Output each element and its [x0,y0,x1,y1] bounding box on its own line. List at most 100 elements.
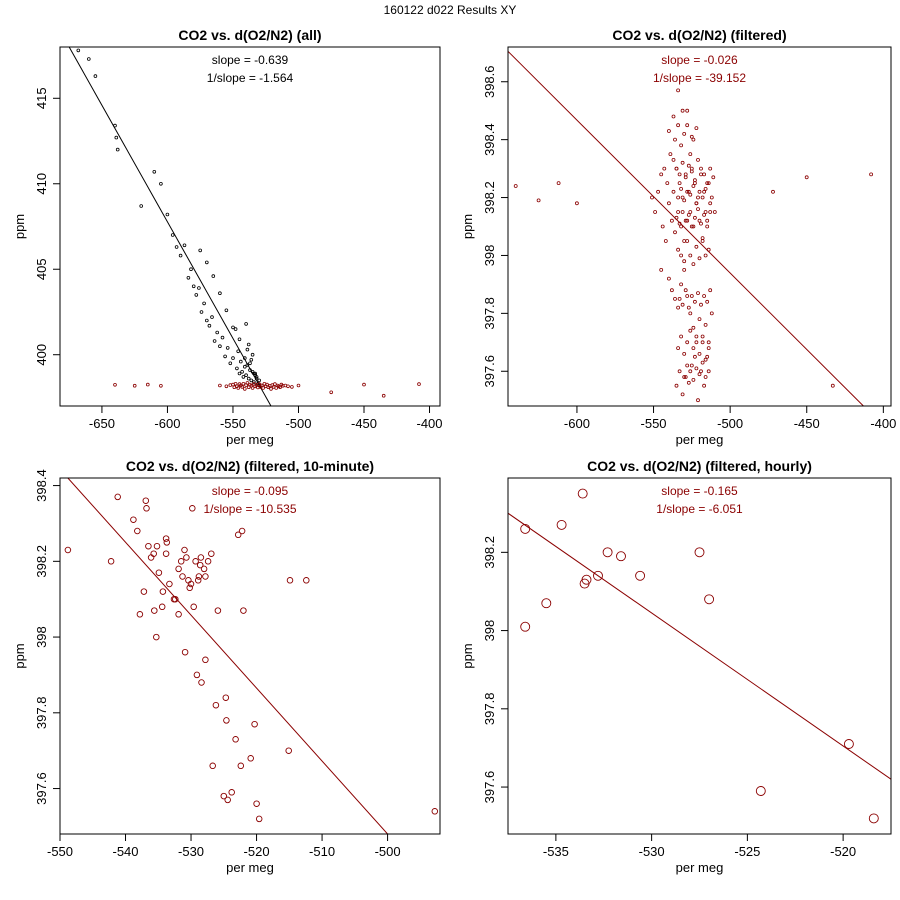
x-tick-label: -450 [794,416,820,431]
y-axis-label: ppm [12,214,27,239]
data-point [155,569,163,576]
y-tick-label: 397.8 [482,297,497,330]
data-point [682,131,687,136]
data-point [240,607,247,614]
data-point [431,808,439,815]
data-point [197,554,205,561]
data-point [804,175,809,180]
data-point [868,813,879,824]
data-point [134,527,141,535]
data-point [64,546,72,554]
data-point [694,334,699,339]
data-point [132,383,137,388]
data-point [236,349,241,354]
data-point [214,607,222,614]
data-point [694,244,699,249]
x-tick-label: -520 [244,844,270,859]
x-tick-label: -500 [375,844,401,859]
data-point [697,218,702,223]
data-point [705,181,710,186]
y-tick-label: 398 [34,626,49,648]
x-tick-label: -500 [285,416,311,431]
data-point [249,357,254,362]
data-point [706,247,711,252]
panel-2: CO2 vs. d(O2/N2) (filtered) -600 -550 -500 -… [460,27,896,447]
plot-frame [507,477,892,835]
data-point [87,57,91,61]
data-point [159,383,163,388]
data-point [679,334,683,339]
data-point [700,340,705,345]
data-point [247,755,254,762]
data-point [207,323,212,328]
plot-frame [59,477,441,835]
data-point [243,364,247,369]
data-point [680,108,685,113]
data-point [329,390,334,395]
x-tick-label: -650 [89,416,115,431]
data-point [170,233,175,237]
data-point [581,574,592,585]
data-point [686,189,691,194]
data-point [677,369,682,374]
data-point [250,352,255,357]
data-point [679,186,683,191]
slope-annotation: slope = -0.026 [661,53,738,67]
data-point [709,311,714,316]
data-point [696,291,700,296]
data-point [682,375,687,379]
data-point [195,573,203,580]
x-tick-label: -530 [178,844,204,859]
data-point [218,291,222,296]
data-point [705,354,710,359]
data-point [246,376,251,381]
plot-frame [59,46,441,407]
data-point [269,387,273,391]
data-point [224,796,231,804]
panel-title: CO2 vs. d(O2/N2) (filtered, hourly) [587,458,812,474]
data-point [685,189,690,194]
data-point [175,611,182,618]
y-tick-label: 398.2 [482,536,497,569]
x-axis-label: per meg [226,860,274,875]
data-point [237,371,242,376]
data-point [204,558,212,565]
data-point [248,361,252,366]
data-point [843,739,854,749]
y-tick-label: 398.4 [482,123,497,156]
figure-suptitle: 160122 d022 Results XY [384,3,517,17]
data-point [182,243,187,248]
data-point [254,376,259,381]
slope-annotation: 1/slope = -10.535 [203,502,296,516]
data-point [253,800,260,807]
data-point [237,762,245,770]
y-tick-label: 398.6 [482,65,497,98]
data-point [130,516,137,523]
data-point [693,354,697,359]
data-point [575,201,579,206]
data-point [186,275,191,280]
data-point [520,523,531,534]
data-point [273,382,277,386]
data-point [220,335,225,340]
regression-line [67,478,388,834]
y-tick-label: 410 [34,173,49,195]
data-point [673,137,677,142]
data-point [706,340,711,345]
data-point [142,497,150,504]
data-point [869,172,873,177]
data-point [520,621,531,632]
data-point [683,218,688,223]
data-point [688,253,693,258]
data-point [241,375,246,379]
data-point [708,201,713,206]
data-point [682,259,687,264]
data-point [689,134,694,139]
data-point [680,302,685,307]
data-point [670,288,674,293]
x-tick-label: -535 [543,844,569,859]
data-point [703,322,708,327]
data-point [189,505,196,512]
data-point [107,558,115,565]
data-point [676,210,680,214]
